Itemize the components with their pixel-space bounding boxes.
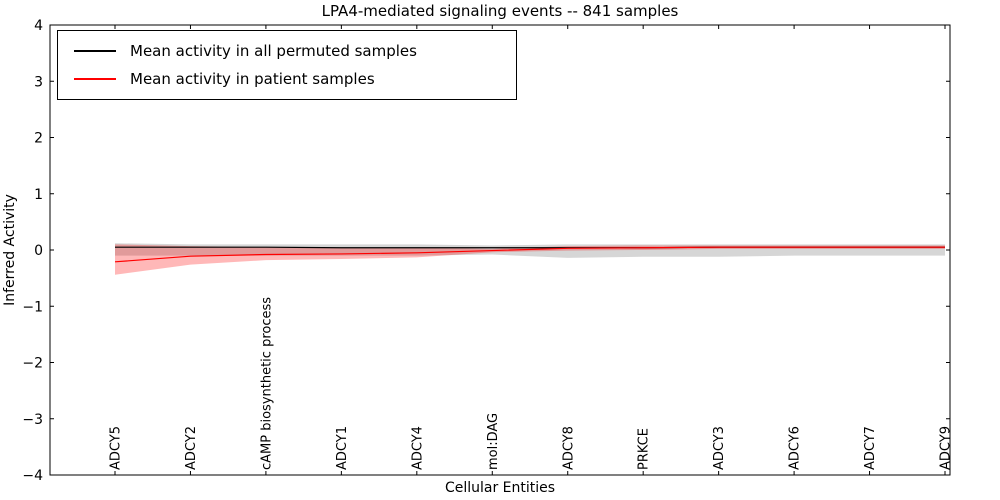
y-tick-label: 0 bbox=[34, 243, 43, 259]
x-tick-label: ADCY9 bbox=[939, 426, 954, 470]
patient-line-swatch bbox=[74, 78, 116, 80]
x-tick-label: ADCY4 bbox=[410, 426, 425, 470]
permuted-line-swatch bbox=[74, 50, 116, 52]
x-tick-label: ADCY8 bbox=[561, 426, 576, 470]
x-axis-label: Cellular Entities bbox=[444, 480, 556, 496]
legend-label-permuted: Mean activity in all permuted samples bbox=[130, 42, 417, 60]
x-tick-label: ADCY7 bbox=[863, 426, 878, 470]
legend: Mean activity in all permuted samples Me… bbox=[57, 30, 517, 100]
y-tick-label: −1 bbox=[22, 299, 43, 315]
patient-band bbox=[115, 244, 945, 275]
legend-entry-patient: Mean activity in patient samples bbox=[58, 65, 516, 93]
legend-label-patient: Mean activity in patient samples bbox=[130, 70, 375, 88]
x-tick-label: ADCY2 bbox=[184, 426, 199, 470]
legend-entry-permuted: Mean activity in all permuted samples bbox=[58, 37, 516, 65]
y-tick-label: −2 bbox=[22, 356, 43, 372]
x-tick-label: ADCY5 bbox=[109, 426, 124, 470]
x-tick-label: PRKCE bbox=[637, 428, 652, 470]
y-tick-label: 4 bbox=[34, 18, 43, 34]
x-tick-label: ADCY6 bbox=[788, 426, 803, 470]
x-tick-label: ADCY3 bbox=[712, 426, 727, 470]
y-tick-label: 1 bbox=[34, 187, 43, 203]
patient-line bbox=[114, 246, 945, 263]
x-tick-label: mol:DAG bbox=[486, 413, 501, 470]
y-axis-label: Inferred Activity bbox=[2, 194, 18, 306]
y-tick-label: −4 bbox=[22, 468, 43, 484]
x-tick-label: ADCY1 bbox=[335, 426, 350, 470]
chart-title: LPA4-mediated signaling events -- 841 sa… bbox=[321, 2, 679, 20]
y-tick-label: 2 bbox=[34, 131, 43, 147]
y-tick-label: 3 bbox=[34, 74, 43, 90]
y-tick-label: −3 bbox=[22, 412, 43, 428]
x-tick-label: cAMP biosynthetic process bbox=[259, 297, 274, 470]
